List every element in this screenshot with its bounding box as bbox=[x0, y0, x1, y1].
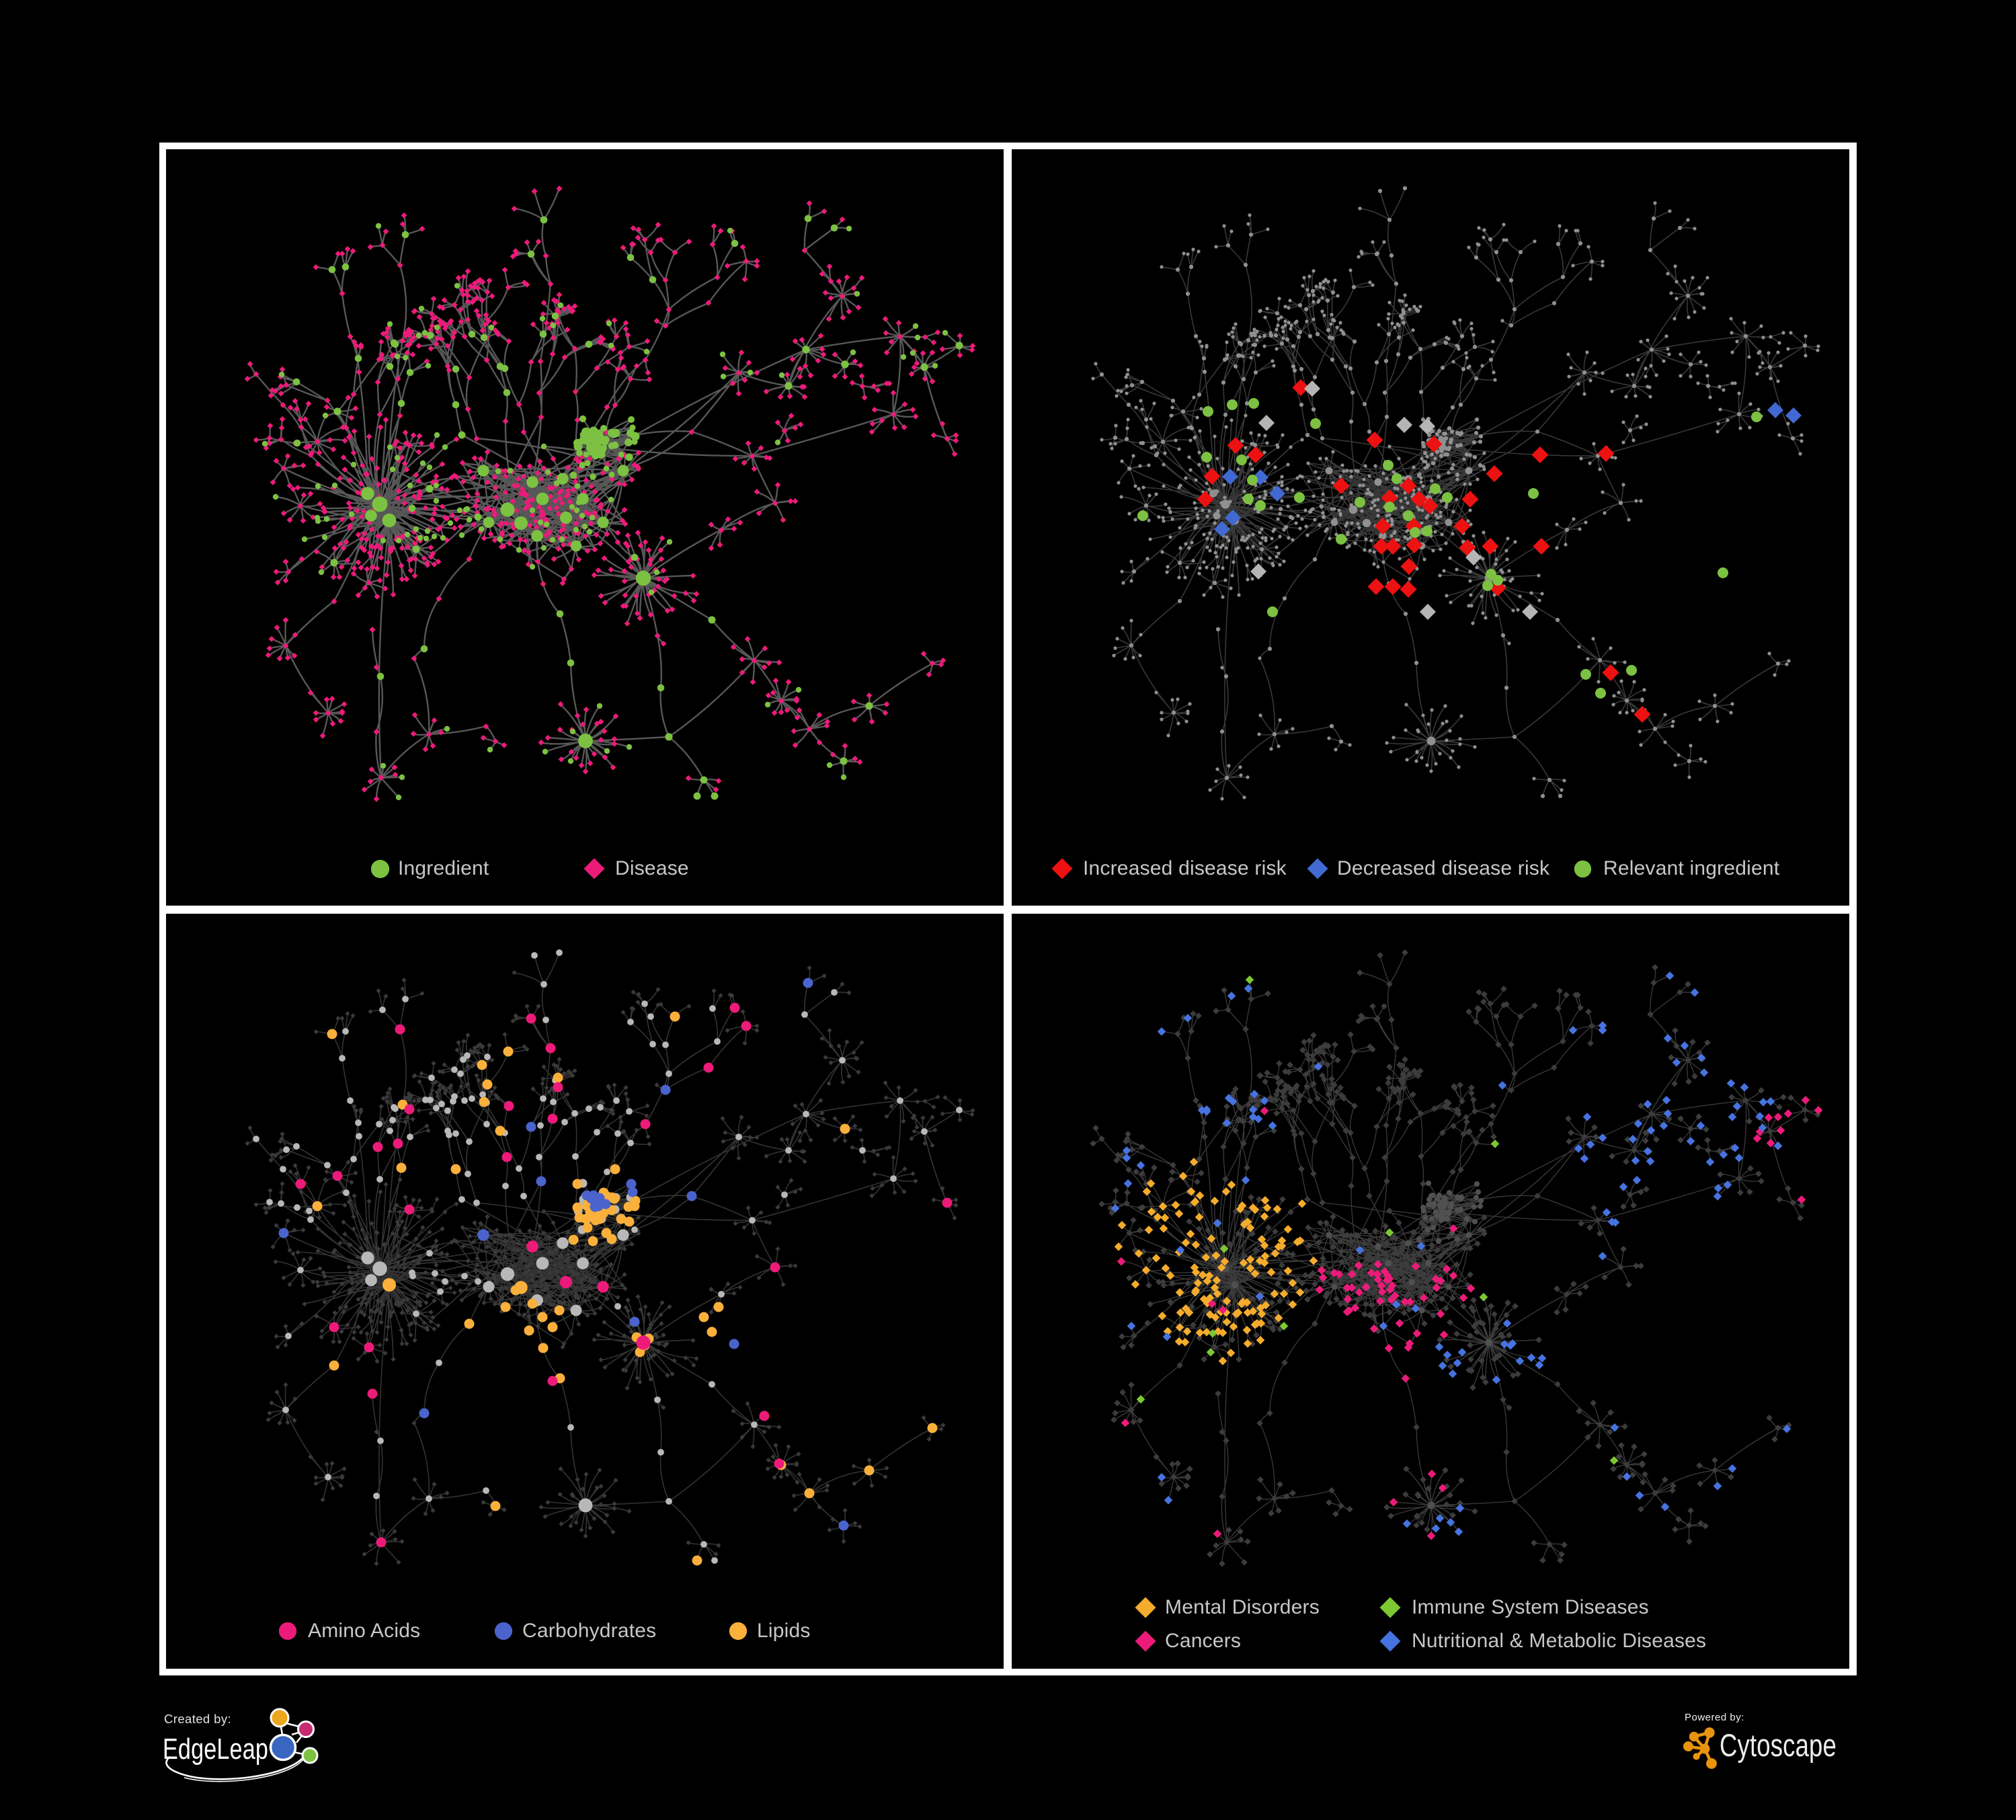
svg-text:Cytoscape: Cytoscape bbox=[1720, 1727, 1837, 1763]
svg-text:EdgeLeap: EdgeLeap bbox=[163, 1733, 268, 1766]
